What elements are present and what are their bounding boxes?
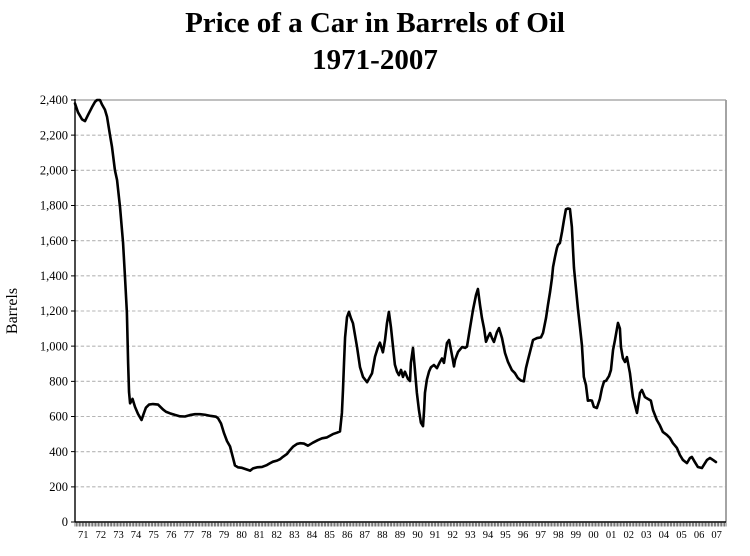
y-axis-title: Barrels	[4, 288, 21, 334]
x-tick-label: 00	[588, 530, 599, 541]
x-tick-label: 98	[553, 530, 564, 541]
y-tick-label: 2,200	[40, 128, 68, 142]
x-tick-label: 85	[324, 530, 335, 541]
x-tick-label: 03	[641, 530, 652, 541]
x-tick-label: 83	[289, 530, 300, 541]
x-tick-label: 84	[307, 530, 318, 541]
x-tick-label: 73	[113, 530, 124, 541]
y-gridlines	[75, 134, 726, 488]
x-tick-label: 72	[96, 530, 107, 541]
y-tick-label: 600	[49, 410, 68, 424]
x-tick-label: 96	[518, 530, 529, 541]
x-tick-label: 99	[571, 530, 582, 541]
x-tick-label: 82	[272, 530, 283, 541]
y-tick-label: 1,600	[40, 234, 68, 248]
chart-title-line1: Price of a Car in Barrels of Oil	[185, 7, 565, 39]
x-tick-label: 75	[148, 530, 159, 541]
x-tick-label: 77	[184, 530, 195, 541]
data-line	[73, 98, 718, 472]
y-tick-label: 400	[49, 445, 68, 459]
x-tick-label: 97	[535, 530, 546, 541]
chart-title: Price of a Car in Barrels of Oil 1971-20…	[0, 4, 750, 78]
x-tick-label: 95	[500, 530, 511, 541]
y-tick-label: 1,000	[40, 339, 68, 353]
plot-frame	[75, 99, 727, 522]
y-tick-label: 2,400	[40, 93, 68, 107]
chart-title-line2: 1971-2007	[312, 44, 438, 76]
x-tick-label: 80	[236, 530, 247, 541]
y-axis-ticks	[71, 99, 75, 523]
x-tick-label: 90	[412, 530, 423, 541]
x-tick-label: 86	[342, 530, 353, 541]
y-tick-label: 1,800	[40, 199, 68, 213]
x-tick-label: 91	[430, 530, 441, 541]
x-tick-label: 79	[219, 530, 230, 541]
x-tick-label: 02	[623, 530, 634, 541]
y-tick-label: 800	[49, 375, 68, 389]
y-tick-label: 1,400	[40, 269, 68, 283]
x-tick-label: 01	[606, 530, 617, 541]
x-tick-label: 71	[78, 530, 89, 541]
x-tick-label: 81	[254, 530, 265, 541]
x-tick-label: 94	[483, 530, 494, 541]
x-tick-label: 74	[131, 530, 142, 541]
x-tick-label: 92	[448, 530, 459, 541]
x-tick-label: 93	[465, 530, 476, 541]
x-tick-label: 87	[360, 530, 371, 541]
x-tick-label: 88	[377, 530, 388, 541]
x-tick-label: 04	[659, 530, 670, 541]
y-tick-label: 200	[49, 480, 68, 494]
x-tick-label: 76	[166, 530, 177, 541]
y-tick-label: 2,000	[40, 164, 68, 178]
x-tick-label: 89	[395, 530, 406, 541]
x-axis-labels: 71 72 73 74 75 76 77 78 79 80 81 82 83 84 85 86 87 88 89 90…	[78, 530, 722, 541]
x-tick-label: 78	[201, 530, 212, 541]
x-minor-ticks	[74, 522, 727, 527]
y-tick-label: 1,200	[40, 304, 68, 318]
x-tick-label: 07	[711, 530, 722, 541]
y-tick-label: 0	[62, 515, 68, 529]
y-axis-labels: 0 200 400 600 800 1,000 1,200 1,400 1,600 1,800 2,…	[40, 93, 68, 529]
x-tick-label: 05	[676, 530, 687, 541]
x-tick-label: 06	[694, 530, 705, 541]
